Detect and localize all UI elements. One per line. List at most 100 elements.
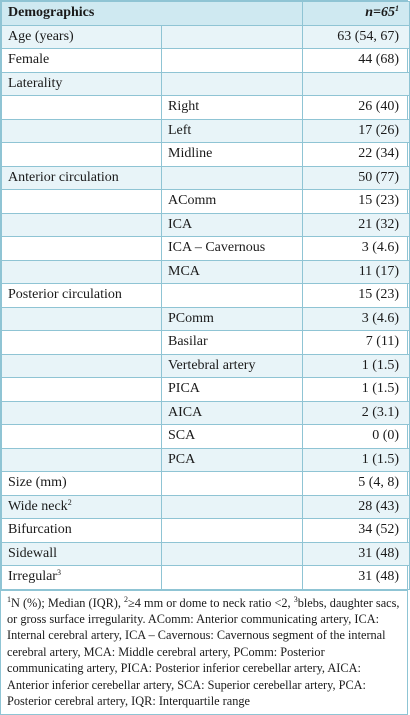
row-sublabel: Vertebral artery [160, 353, 304, 378]
table-row: Midline 22 (34) [1, 142, 410, 167]
row-value: 15 (23) [302, 283, 410, 308]
row-value: 50 (77) [302, 165, 410, 190]
row-label [1, 189, 162, 214]
row-label: Female [1, 48, 162, 73]
row-label: Posterior circulation [1, 283, 162, 308]
row-value [302, 71, 410, 96]
table-footnote: 1N (%); Median (IQR), 2≥4 mm or dome to … [1, 589, 407, 715]
row-label: Anterior circulation [1, 165, 162, 190]
table-row: ICA 21 (32) [1, 212, 410, 237]
row-sublabel: Basilar [160, 330, 304, 355]
row-value: 34 (52) [302, 518, 410, 543]
row-sublabel [160, 24, 304, 49]
row-label: Sidewall [1, 541, 162, 566]
row-sublabel [160, 494, 304, 519]
table-row: ICA – Cavernous 3 (4.6) [1, 236, 410, 261]
footnote-part-1: N (%); Median (IQR), [11, 595, 125, 610]
row-value: 26 (40) [302, 95, 410, 120]
table-row: Posterior circulation 15 (23) [1, 283, 410, 308]
table-row: PICA 1 (1.5) [1, 377, 410, 402]
row-value: 5 (4, 8) [302, 471, 410, 496]
row-value: 22 (34) [302, 142, 410, 167]
table-row: MCA 11 (17) [1, 259, 410, 284]
table-row: Irregular3 31 (48) [1, 565, 410, 590]
row-label [1, 424, 162, 449]
row-label [1, 212, 162, 237]
footnote-sup-2: 2 [124, 594, 129, 604]
table-row: Sidewall 31 (48) [1, 541, 410, 566]
table-row: Laterality [1, 71, 410, 96]
header-demographics: Demographics [0, 1, 304, 26]
row-value: 2 (3.1) [302, 400, 410, 425]
row-sublabel [160, 541, 304, 566]
table-row: Basilar 7 (11) [1, 330, 410, 355]
row-label: Wide neck2 [1, 494, 162, 519]
row-sublabel: PICA [160, 377, 304, 402]
row-label: Bifurcation [1, 518, 162, 543]
table-row: Size (mm) 5 (4, 8) [1, 471, 410, 496]
footnote-part-2: ≥4 mm or dome to neck ratio <2, [128, 595, 294, 610]
row-label: Size (mm) [1, 471, 162, 496]
table-body: Age (years) 63 (54, 67) Female 44 (68) Later… [1, 24, 410, 590]
row-sublabel: Right [160, 95, 304, 120]
row-value: 31 (48) [302, 565, 410, 590]
row-sublabel [160, 48, 304, 73]
table-row: Anterior circulation 50 (77) [1, 165, 410, 190]
row-value: 3 (4.6) [302, 306, 410, 331]
row-label [1, 306, 162, 331]
row-label: Irregular3 [1, 565, 162, 590]
row-sublabel: PCA [160, 447, 304, 472]
row-value: 28 (43) [302, 494, 410, 519]
row-value: 63 (54, 67) [302, 24, 410, 49]
row-sublabel [160, 471, 304, 496]
row-value: 11 (17) [302, 259, 410, 284]
row-sublabel: AComm [160, 189, 304, 214]
header-n-label: n=65 [365, 5, 396, 20]
table-row: Age (years) 63 (54, 67) [1, 24, 410, 49]
row-label [1, 377, 162, 402]
row-value: 1 (1.5) [302, 377, 410, 402]
row-value: 1 (1.5) [302, 447, 410, 472]
row-value: 31 (48) [302, 541, 410, 566]
row-sublabel: AICA [160, 400, 304, 425]
row-sublabel: PComm [160, 306, 304, 331]
footnote-sup-1: 1 [7, 594, 11, 604]
row-label [1, 259, 162, 284]
row-sublabel: MCA [160, 259, 304, 284]
row-sublabel [160, 165, 304, 190]
row-label [1, 95, 162, 120]
row-value: 7 (11) [302, 330, 410, 355]
demographics-table: Demographics n=651 Age (years) 63 (54, 67… [0, 1, 410, 590]
row-value: 3 (4.6) [302, 236, 410, 261]
header-n: n=651 [302, 1, 410, 26]
row-label [1, 118, 162, 143]
row-label-sup: 2 [67, 497, 72, 507]
row-sublabel: SCA [160, 424, 304, 449]
row-sublabel: Left [160, 118, 304, 143]
table-row: Bifurcation 34 (52) [1, 518, 410, 543]
row-sublabel: Midline [160, 142, 304, 167]
row-label [1, 447, 162, 472]
row-sublabel [160, 518, 304, 543]
table-row: PComm 3 (4.6) [1, 306, 410, 331]
row-value: 17 (26) [302, 118, 410, 143]
header-n-sup: 1 [395, 4, 400, 13]
row-sublabel: ICA [160, 212, 304, 237]
row-sublabel [160, 283, 304, 308]
row-sublabel: ICA – Cavernous [160, 236, 304, 261]
table-row: AComm 15 (23) [1, 189, 410, 214]
row-label [1, 353, 162, 378]
footnote-sup-3: 3 [293, 594, 298, 604]
row-sublabel [160, 565, 304, 590]
table-row: Wide neck2 28 (43) [1, 494, 410, 519]
row-value: 15 (23) [302, 189, 410, 214]
table-header-row: Demographics n=651 [0, 1, 410, 26]
table-row: SCA 0 (0) [1, 424, 410, 449]
row-value: 21 (32) [302, 212, 410, 237]
row-label [1, 142, 162, 167]
row-sublabel [160, 71, 304, 96]
table-row: AICA 2 (3.1) [1, 400, 410, 425]
row-label-sup: 3 [56, 568, 61, 577]
row-value: 1 (1.5) [302, 353, 410, 378]
